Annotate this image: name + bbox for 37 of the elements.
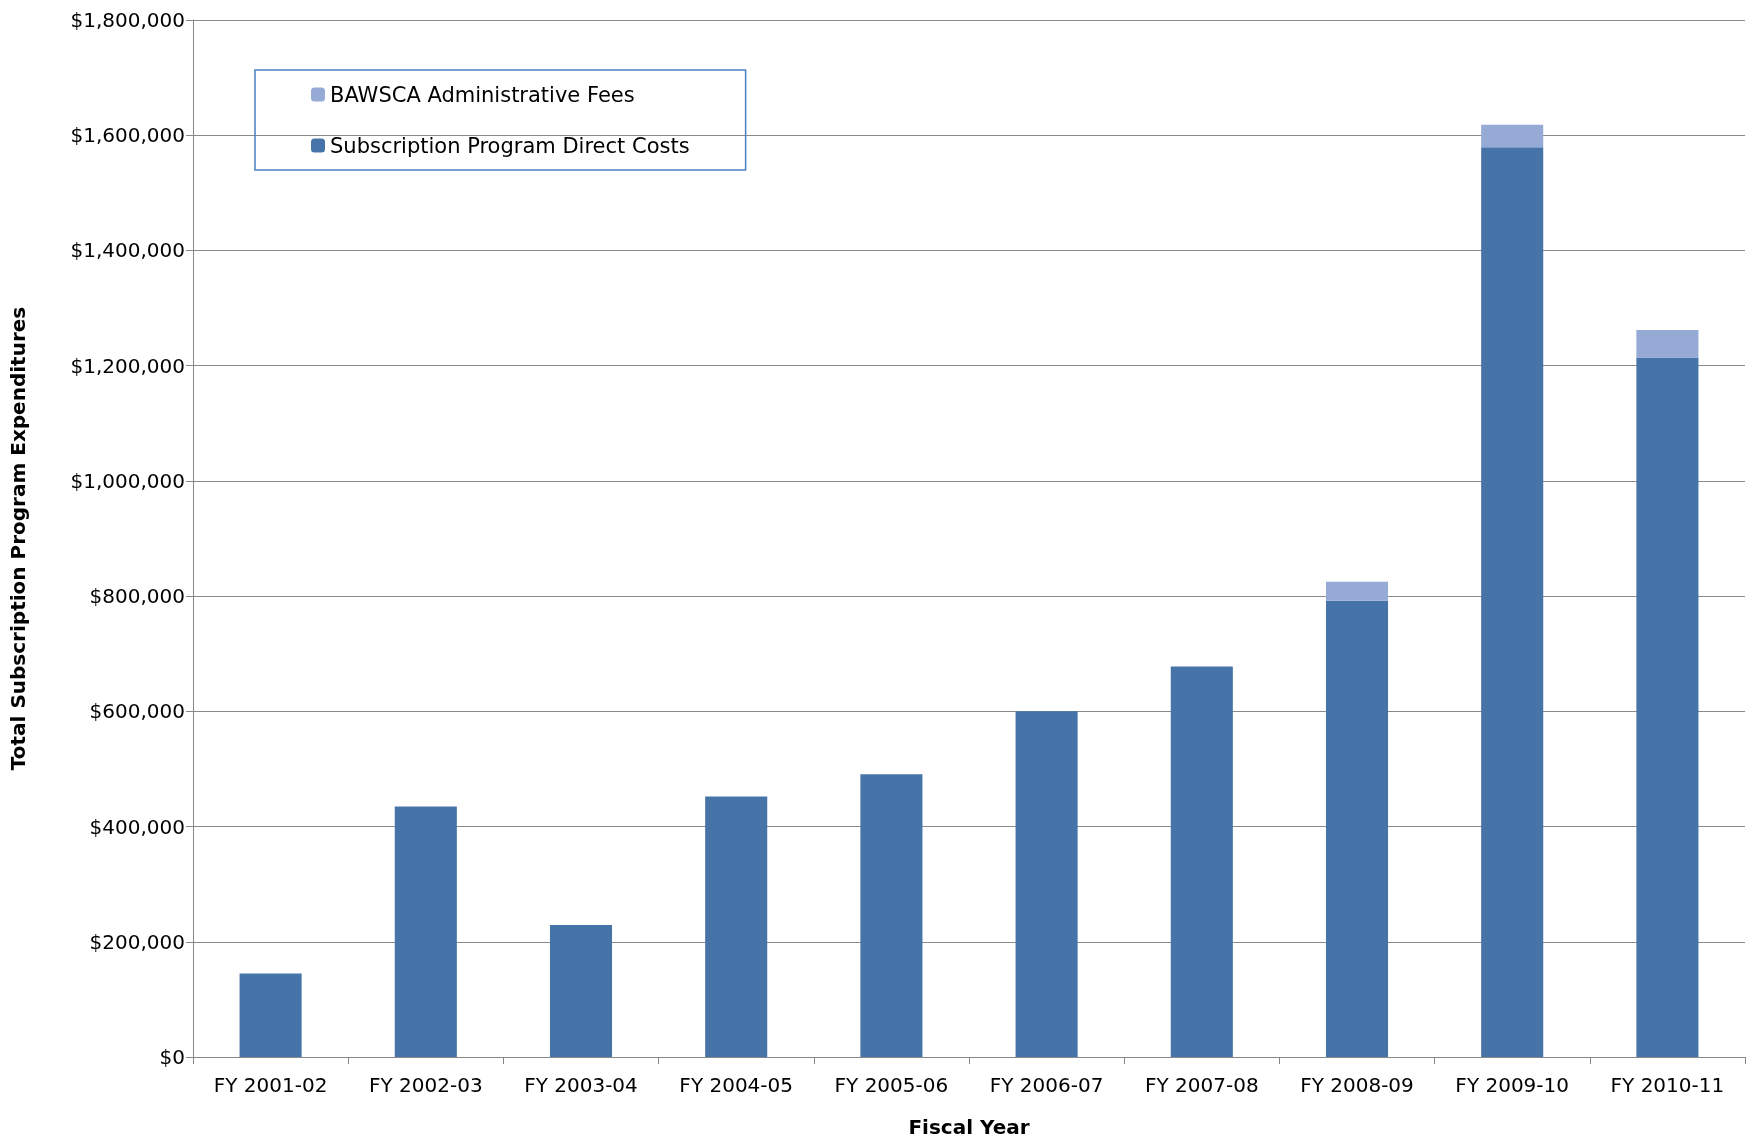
- legend-label: BAWSCA Administrative Fees: [330, 82, 635, 107]
- bar: [1325, 600, 1389, 1057]
- bar: [1325, 581, 1389, 601]
- bar: [1015, 711, 1078, 1057]
- x-tick-label: FY 2007-08: [1144, 1073, 1259, 1097]
- x-tick-label: FY 2001-02: [213, 1073, 328, 1097]
- y-tick-label: $200,000: [89, 929, 185, 954]
- x-tick-label: FY 2008-09: [1300, 1073, 1414, 1097]
- x-tick-label: FY 2003-04: [524, 1073, 638, 1097]
- x-axis-title: Fiscal Year: [908, 1115, 1030, 1139]
- y-tick-label: $0: [159, 1045, 185, 1069]
- bar: [239, 973, 302, 1057]
- x-tick-label: FY 2010-11: [1610, 1073, 1725, 1097]
- y-tick-label: $1,800,000: [70, 8, 185, 32]
- y-tick-label: $1,000,000: [70, 468, 185, 493]
- y-tick-label: $1,400,000: [70, 238, 185, 263]
- y-tick-label: $800,000: [89, 584, 185, 609]
- y-tick-label: $1,200,000: [70, 353, 185, 378]
- bar: [1170, 666, 1233, 1057]
- y-tick-label: $600,000: [89, 699, 185, 724]
- bar: [549, 925, 613, 1057]
- x-tick-label: FY 2006-07: [989, 1073, 1104, 1097]
- bar: [1481, 124, 1544, 148]
- bar: [1481, 147, 1544, 1057]
- x-tick-label: FY 2005-06: [834, 1073, 949, 1097]
- x-tick-label: FY 2004-05: [679, 1073, 794, 1097]
- bar: [860, 774, 923, 1057]
- bar: [1636, 329, 1699, 358]
- y-tick-label: $1,600,000: [70, 123, 185, 148]
- bar: [705, 796, 768, 1057]
- x-tick-label: FY 2009-10: [1455, 1073, 1570, 1097]
- legend-label: Subscription Program Direct Costs: [330, 133, 690, 158]
- y-tick-label: $400,000: [89, 814, 185, 839]
- bar: [1636, 357, 1699, 1057]
- bar: [394, 806, 457, 1057]
- y-axis-title: Total Subscription Program Expenditures: [6, 306, 30, 771]
- x-tick-label: FY 2002-03: [368, 1073, 483, 1097]
